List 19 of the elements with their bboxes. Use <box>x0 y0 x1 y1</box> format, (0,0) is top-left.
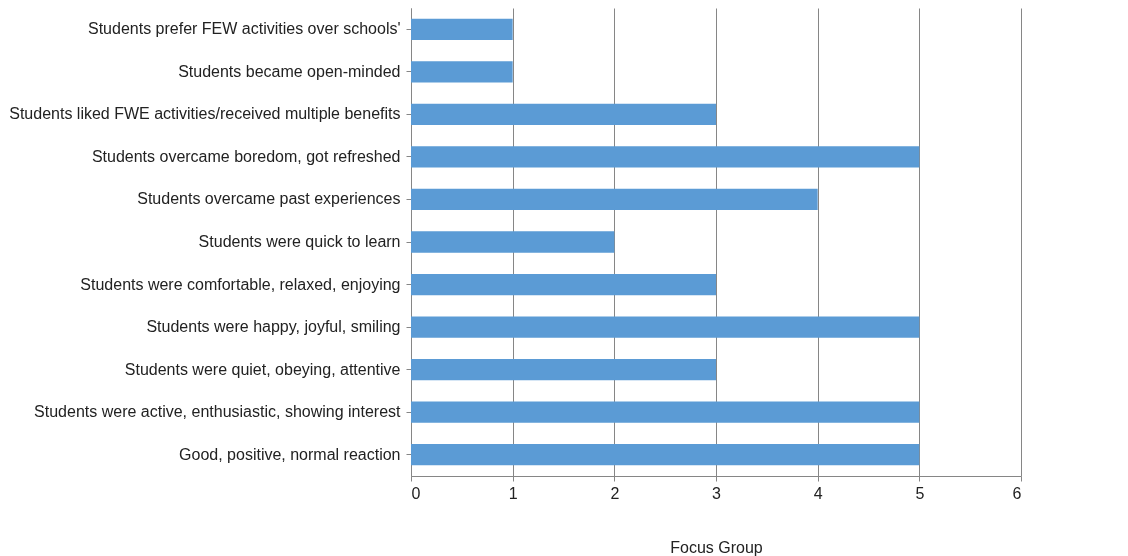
y-tick-label: Students overcame boredom, got refreshed <box>91 147 401 165</box>
x-tick-label: 2 <box>610 484 620 502</box>
x-tick-label: 6 <box>1012 484 1022 502</box>
x-tick-label: 3 <box>712 484 722 502</box>
y-tick-label: Students were comfortable, relaxed, enjoying <box>80 275 401 293</box>
y-tick-label: Students were quiet, obeying, attentive <box>124 360 401 378</box>
y-tick-label: Students overcame past experiences <box>137 190 401 208</box>
x-tick-label: 4 <box>813 484 823 502</box>
y-tick-label: Students prefer FEW activities over schools' <box>87 20 401 38</box>
x-tick-label: 0 <box>411 484 421 502</box>
x-axis-title: Focus Group <box>670 538 763 556</box>
y-tick-label: Students became open-minded <box>178 62 401 80</box>
y-tick-label: Students were active, enthusiastic, showing interest <box>34 403 402 421</box>
x-tick-label: 5 <box>915 484 925 502</box>
y-tick-label: Good, positive, normal reaction <box>179 445 401 463</box>
x-tick-label: 1 <box>508 484 518 502</box>
y-tick-label: Students liked FWE activities/received multiple benefits <box>9 105 401 123</box>
y-tick-label: Students were quick to learn <box>198 233 401 250</box>
y-tick-label: Students were happy, joyful, smiling <box>146 318 401 336</box>
